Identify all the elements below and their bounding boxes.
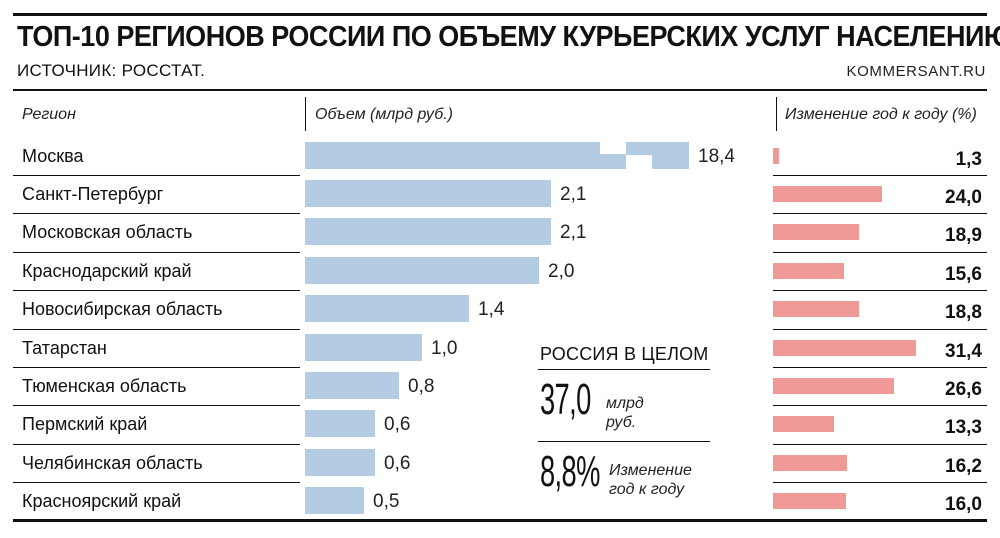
- region-label: Санкт-Петербург: [22, 183, 164, 204]
- volume-bar: [305, 487, 364, 515]
- russia-volume-value: 37,0: [540, 375, 591, 424]
- column-header-change: Изменение год к году (%): [785, 106, 977, 123]
- region-label: Новосибирская область: [22, 299, 223, 320]
- volume-bar-break: [626, 154, 652, 170]
- russia-volume-unit-line1: млрд: [606, 395, 644, 412]
- row-separator: [13, 443, 300, 445]
- change-row-separator: [773, 290, 987, 292]
- volume-value-label: 18,4: [698, 145, 735, 167]
- russia-change-percent: %: [576, 447, 600, 496]
- volume-bar: [305, 410, 375, 438]
- volume-value-label: 2,1: [560, 222, 587, 244]
- volume-value-label: 0,6: [384, 452, 411, 474]
- russia-total-rule-top: [538, 369, 710, 370]
- row-separator: [13, 251, 300, 253]
- column-header-region: Регион: [22, 106, 76, 123]
- volume-value-label: 2,1: [560, 183, 587, 205]
- change-bar: [773, 185, 882, 202]
- change-row-separator: [773, 174, 987, 176]
- russia-total-rule-mid: [538, 441, 710, 442]
- volume-value-label: 2,0: [548, 260, 575, 282]
- change-value-label: 16,0: [945, 494, 982, 516]
- region-label: Татарстан: [22, 337, 107, 358]
- change-row-separator: [773, 366, 987, 368]
- change-bar: [773, 454, 847, 471]
- change-row-separator: [773, 251, 987, 253]
- change-value-label: 13,3: [945, 417, 982, 439]
- region-label: Челябинская область: [22, 452, 203, 473]
- volume-bar: [305, 295, 469, 323]
- change-bar: [773, 262, 844, 279]
- change-row-separator: [773, 443, 987, 445]
- volume-value-label: 0,8: [408, 375, 435, 397]
- row-separator: [13, 213, 300, 215]
- volume-value-label: 0,6: [384, 414, 411, 436]
- change-bar: [773, 416, 834, 433]
- change-row-separator: [773, 328, 987, 330]
- top-rule: [13, 13, 987, 16]
- region-label: Москва: [22, 145, 84, 166]
- volume-bar: [305, 256, 539, 284]
- russia-change-value: 8,8%: [540, 447, 600, 497]
- change-row-separator: [773, 405, 987, 407]
- row-separator: [13, 482, 300, 484]
- change-bar: [773, 339, 916, 356]
- column-header-volume: Объем (млрд руб.): [315, 106, 453, 123]
- russia-volume-unit-line2: руб.: [606, 414, 637, 431]
- volume-bar: [305, 333, 422, 361]
- row-separator: [13, 174, 300, 176]
- change-bar: [773, 493, 846, 510]
- row-separator: [13, 405, 300, 407]
- volume-value-label: 1,0: [431, 337, 458, 359]
- bottom-rule: [13, 519, 987, 522]
- volume-bar: [305, 371, 399, 399]
- russia-change-label-line2: год к году: [609, 481, 685, 498]
- region-label: Краснодарский край: [22, 260, 192, 281]
- change-value-label: 1,3: [955, 148, 982, 170]
- change-value-label: 26,6: [945, 378, 982, 400]
- change-value-label: 24,0: [945, 186, 982, 208]
- region-label: Московская область: [22, 222, 193, 243]
- change-bar: [773, 224, 859, 241]
- change-value-label: 18,8: [945, 302, 982, 324]
- region-label: Красноярский край: [22, 491, 182, 512]
- russia-change-number: 8,8: [540, 447, 577, 496]
- russia-change-label: Изменение год к году: [609, 461, 692, 499]
- change-value-label: 31,4: [945, 340, 982, 362]
- row-separator: [13, 290, 300, 292]
- change-bar: [773, 301, 859, 318]
- russia-change-label-line1: Изменение: [609, 462, 692, 479]
- brand-label: KOMMERSANT.RU: [846, 63, 986, 80]
- change-value-label: 15,6: [945, 263, 982, 285]
- volume-bar-break: [600, 140, 626, 154]
- region-label: Тюменская область: [22, 375, 187, 396]
- volume-bar: [305, 448, 375, 476]
- russia-total-title: РОССИЯ В ЦЕЛОМ: [540, 344, 709, 364]
- row-separator: [13, 328, 300, 330]
- volume-bar: [305, 179, 551, 207]
- volume-bar: [305, 218, 551, 246]
- russia-volume-unit: млрд руб.: [606, 394, 644, 432]
- change-bar: [773, 147, 779, 164]
- change-row-separator: [773, 482, 987, 484]
- region-label: Пермский край: [22, 414, 148, 435]
- change-value-label: 16,2: [945, 455, 982, 477]
- volume-value-label: 0,5: [373, 491, 400, 513]
- chart-title: ТОП-10 РЕГИОНОВ РОССИИ ПО ОБЪЕМУ КУРЬЕРС…: [17, 21, 1000, 53]
- change-value-label: 18,9: [945, 225, 982, 247]
- row-separator: [13, 366, 300, 368]
- column-separator-volume: [305, 97, 306, 131]
- volume-value-label: 1,4: [478, 299, 505, 321]
- column-separator-change: [776, 97, 777, 131]
- source-note: ИСТОЧНИК: РОССТАТ.: [17, 61, 206, 80]
- header-rule: [13, 89, 987, 91]
- change-bar: [773, 377, 894, 394]
- change-row-separator: [773, 213, 987, 215]
